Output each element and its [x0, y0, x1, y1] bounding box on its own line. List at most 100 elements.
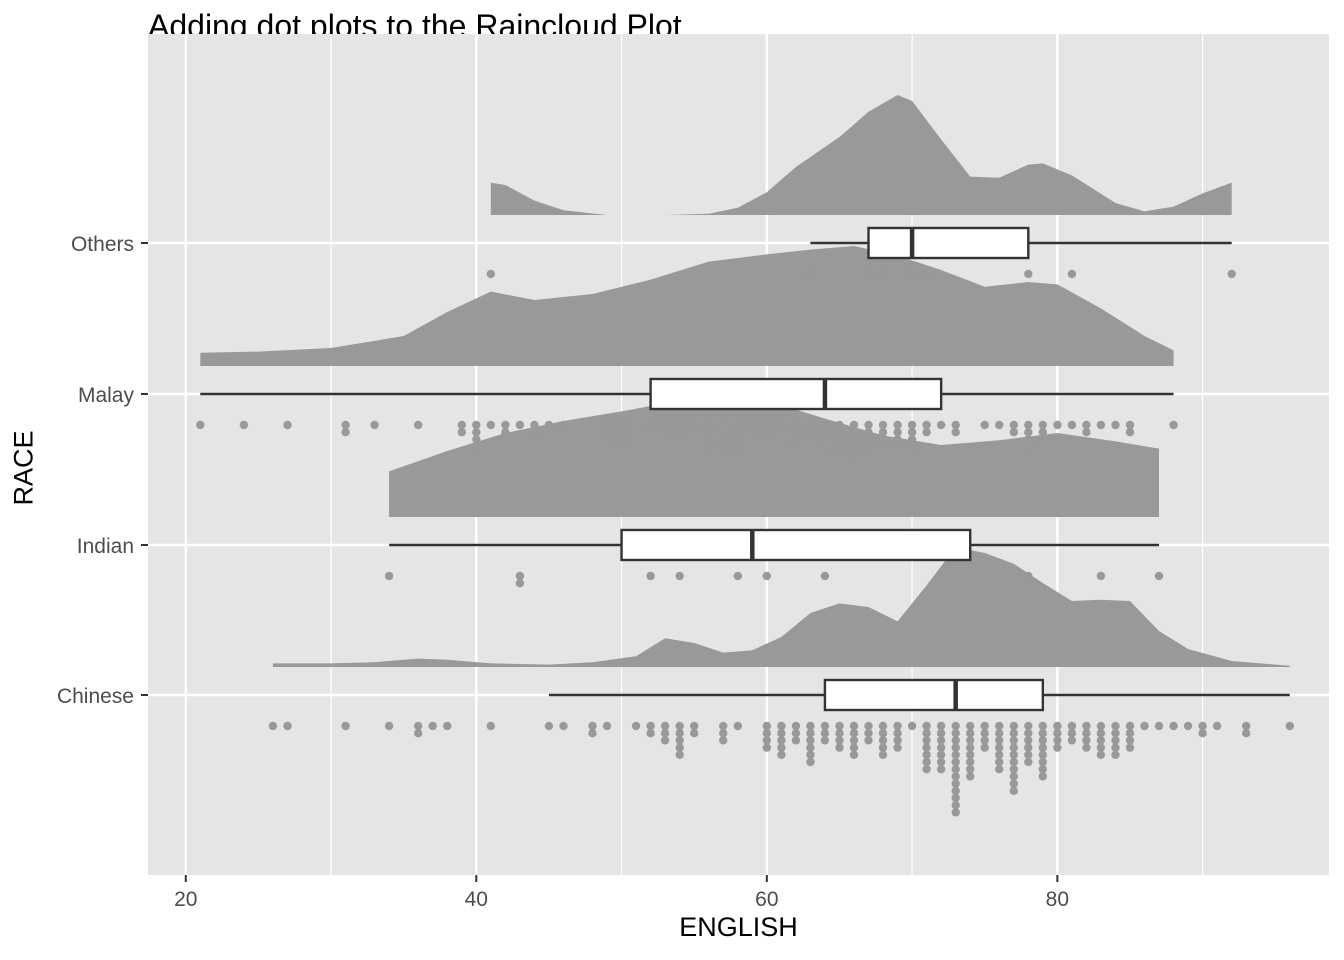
- data-dot: [414, 420, 423, 430]
- data-dot: [864, 269, 873, 279]
- data-dot: [849, 435, 859, 444]
- data-dot: [849, 729, 859, 738]
- data-dot: [835, 721, 844, 731]
- data-dot: [1111, 750, 1120, 759]
- data-dot: [1082, 721, 1091, 731]
- data-dot: [966, 721, 975, 731]
- data-dot: [384, 571, 394, 581]
- data-dot: [1125, 721, 1135, 731]
- data-dot: [472, 435, 481, 444]
- data-dot: [675, 420, 684, 430]
- y-tick-label: Malay: [78, 384, 135, 407]
- data-dot: [849, 449, 859, 458]
- data-dot: [1009, 779, 1018, 788]
- data-dot: [690, 420, 699, 430]
- data-dot: [472, 442, 481, 451]
- data-dot: [370, 420, 379, 430]
- boxplot-layer: [200, 226, 1290, 712]
- data-dot: [907, 435, 917, 444]
- data-dot: [1038, 729, 1048, 738]
- data-dot: [1096, 420, 1106, 430]
- data-dot: [602, 428, 612, 437]
- data-dot: [893, 721, 902, 731]
- data-dot: [704, 428, 713, 437]
- data-dot: [1111, 420, 1120, 430]
- data-dot: [1096, 750, 1106, 759]
- data-dot: [660, 729, 670, 738]
- data-dot: [849, 420, 859, 430]
- data-dot: [1111, 743, 1120, 752]
- data-dot: [1038, 772, 1048, 781]
- data-dot: [777, 743, 786, 752]
- data-dot: [719, 435, 728, 444]
- data-dot: [1024, 757, 1033, 767]
- data-dot: [1024, 428, 1033, 437]
- data-dot: [1067, 729, 1077, 738]
- data-dot: [733, 435, 742, 444]
- data-dot: [762, 736, 771, 745]
- data-dot: [1053, 420, 1062, 430]
- data-dot: [907, 420, 917, 430]
- data-dot: [646, 721, 655, 731]
- y-tick-label: Indian: [77, 535, 134, 558]
- data-dot: [1038, 736, 1048, 745]
- data-dot: [1154, 721, 1164, 731]
- data-dot: [835, 428, 844, 437]
- data-dot: [878, 736, 888, 745]
- data-dot: [995, 757, 1004, 767]
- data-dot: [1024, 571, 1033, 581]
- data-dot: [1024, 269, 1033, 279]
- data-dot: [1096, 736, 1106, 745]
- data-dot: [341, 420, 350, 430]
- data-dot: [544, 721, 554, 731]
- data-dot: [748, 420, 757, 430]
- data-dot: [1125, 729, 1135, 738]
- data-dot: [1169, 721, 1178, 731]
- data-dot: [936, 750, 946, 759]
- data-dot: [1009, 786, 1018, 795]
- data-dot: [675, 428, 684, 437]
- data-dot: [602, 721, 612, 731]
- data-dot: [1111, 721, 1120, 731]
- data-dot: [646, 729, 655, 738]
- data-dot: [835, 736, 844, 745]
- data-dot: [675, 736, 684, 745]
- data-dot: [428, 721, 437, 731]
- data-dot: [1067, 736, 1077, 745]
- data-dot: [835, 743, 844, 752]
- data-dot: [530, 428, 539, 437]
- data-dot: [1111, 736, 1120, 745]
- data-dot: [1009, 428, 1018, 437]
- data-dot: [951, 772, 960, 781]
- data-dot: [791, 420, 801, 430]
- data-dot: [762, 721, 771, 731]
- data-dot: [1125, 428, 1135, 437]
- data-dot: [907, 442, 917, 451]
- data-dot: [675, 750, 684, 759]
- data-dot: [690, 721, 699, 731]
- data-dot: [617, 420, 626, 430]
- data-dot: [864, 442, 873, 451]
- data-dot: [1082, 736, 1091, 745]
- data-dot: [617, 435, 626, 444]
- data-dot: [486, 721, 495, 731]
- data-dot: [283, 721, 292, 731]
- data-dot: [762, 420, 771, 430]
- data-dot: [980, 721, 989, 731]
- data-dot: [1053, 729, 1062, 738]
- data-dot: [1125, 736, 1135, 745]
- data-dot: [675, 729, 684, 738]
- data-dot: [1009, 420, 1018, 430]
- data-dot: [530, 420, 539, 430]
- data-dot: [878, 721, 888, 731]
- data-dot: [719, 736, 728, 745]
- data-dot: [922, 721, 931, 731]
- data-dot: [443, 721, 452, 731]
- data-dot: [1067, 269, 1077, 279]
- data-dot: [544, 420, 554, 430]
- data-dot: [806, 736, 815, 745]
- data-dot: [936, 765, 946, 774]
- density-cloud-others: [490, 95, 1232, 215]
- data-dot: [733, 442, 742, 451]
